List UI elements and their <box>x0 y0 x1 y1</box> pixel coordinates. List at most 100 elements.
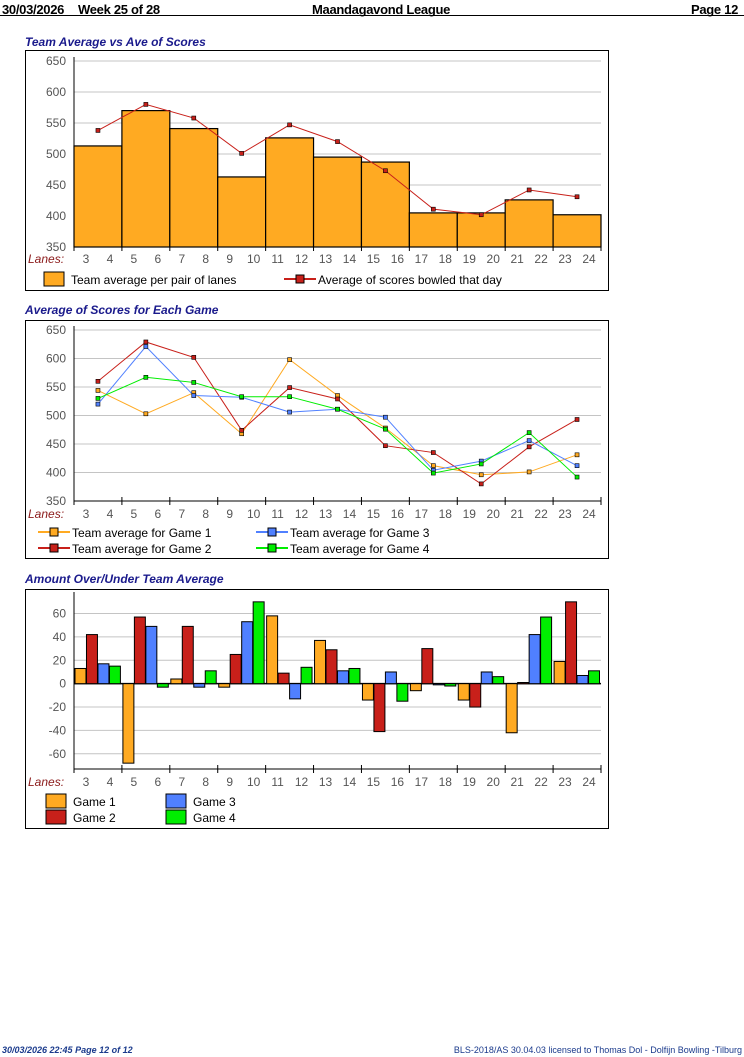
lane-label: 8 <box>202 775 209 789</box>
data-point <box>143 102 149 107</box>
legend-swatch <box>45 793 67 809</box>
lane-label: 4 <box>107 252 114 266</box>
y-tick-label: 550 <box>46 380 66 394</box>
lane-label: 9 <box>226 252 233 266</box>
bar <box>528 634 541 685</box>
bar <box>170 678 183 685</box>
lane-label: 10 <box>247 775 261 789</box>
lane-label: 22 <box>534 252 548 266</box>
y-tick-label: 650 <box>46 323 66 337</box>
lane-label: 9 <box>226 775 233 789</box>
header-date: 30/03/2026 <box>2 2 65 17</box>
lane-label: 14 <box>343 252 357 266</box>
bar <box>421 648 434 685</box>
bar <box>156 683 169 688</box>
data-point <box>335 406 340 412</box>
series-line <box>97 358 578 476</box>
bar <box>432 683 445 686</box>
data-point <box>95 128 101 133</box>
data-point <box>431 450 436 455</box>
data-point <box>526 469 532 475</box>
data-point <box>191 355 197 360</box>
legend-label: Team average for Game 4 <box>290 542 430 556</box>
lane-label: 4 <box>107 507 114 521</box>
lane-label: 5 <box>131 507 138 521</box>
lanes-label: Lanes: <box>28 252 64 266</box>
legend-marker-swatch <box>267 527 277 537</box>
y-tick-label: 600 <box>46 85 66 99</box>
lane-label: 8 <box>202 507 209 521</box>
data-point <box>95 378 101 384</box>
bar <box>360 161 410 248</box>
bar <box>145 625 158 685</box>
bar <box>312 156 363 248</box>
lane-label: 10 <box>247 507 261 521</box>
lane-label: 12 <box>295 507 309 521</box>
y-tick-label: -40 <box>49 723 67 737</box>
lane-label: 21 <box>510 775 524 789</box>
lane-label: 22 <box>534 507 548 521</box>
lane-label: 10 <box>247 252 261 266</box>
y-tick-label: 450 <box>46 437 66 451</box>
lane-label: 18 <box>439 775 453 789</box>
data-point <box>287 394 292 399</box>
legend-label: Team average for Game 2 <box>72 542 212 556</box>
data-point <box>239 151 244 156</box>
lane-label: 17 <box>415 775 429 789</box>
bar <box>565 601 578 685</box>
bar <box>337 670 349 685</box>
bar <box>169 127 219 248</box>
data-point <box>478 481 484 487</box>
lane-label: 21 <box>510 252 524 266</box>
lane-label: 20 <box>487 252 501 266</box>
data-point <box>239 428 244 433</box>
footer-right: BLS-2018/AS 30.04.03 licensed to Thomas … <box>453 1045 742 1055</box>
data-point <box>287 357 292 362</box>
bar <box>314 639 327 685</box>
bar <box>266 615 279 685</box>
y-tick-label: 400 <box>46 466 66 480</box>
bar <box>480 671 493 685</box>
lane-label: 11 <box>271 775 284 789</box>
legend-label: Team average for Game 3 <box>290 526 430 540</box>
data-point <box>335 139 340 144</box>
data-point <box>143 411 149 417</box>
bar <box>409 683 422 692</box>
bar <box>576 674 589 685</box>
bar <box>492 676 505 685</box>
lanes-label: Lanes: <box>28 775 64 789</box>
data-point <box>574 194 580 200</box>
bar <box>133 616 146 685</box>
legend-label: Game 4 <box>193 811 236 825</box>
y-tick-label: 400 <box>46 209 66 223</box>
y-tick-label: 20 <box>53 653 67 667</box>
lane-label: 23 <box>558 775 572 789</box>
chart-team-average: 350 400 450 500 550 600 650 Lanes: 3 4 5 6 7 8 9 10 11 12… <box>25 50 609 291</box>
bar <box>229 653 242 685</box>
data-point <box>431 463 436 468</box>
lane-label: 5 <box>131 775 138 789</box>
legend-swatch <box>165 793 187 809</box>
lane-label: 4 <box>107 775 114 789</box>
data-point <box>383 443 388 449</box>
data-point <box>431 470 436 476</box>
bar <box>252 601 265 685</box>
y-tick-label: 350 <box>46 240 66 254</box>
bar <box>289 683 302 700</box>
y-tick-label: 0 <box>59 677 66 691</box>
lane-label: 11 <box>271 252 284 266</box>
chart-game-averages: 350 400 450 500 550 600 650 Lanes: 3 4 5 6 7 8 9 10 11 12… <box>25 320 609 559</box>
lane-label: 21 <box>510 507 524 521</box>
lane-label: 18 <box>439 507 453 521</box>
lane-label: 20 <box>487 775 501 789</box>
lane-label: 7 <box>178 775 185 789</box>
lane-label: 19 <box>463 775 477 789</box>
lane-label: 6 <box>154 252 161 266</box>
bar <box>373 683 386 733</box>
header-week: Week 25 of 28 <box>78 2 160 17</box>
bar <box>277 672 290 685</box>
lane-label: 12 <box>295 252 309 266</box>
header-league: Maandagavond League <box>312 2 451 17</box>
chart3-title: Amount Over/Under Team Average <box>25 572 224 586</box>
lane-label: 15 <box>367 775 381 789</box>
